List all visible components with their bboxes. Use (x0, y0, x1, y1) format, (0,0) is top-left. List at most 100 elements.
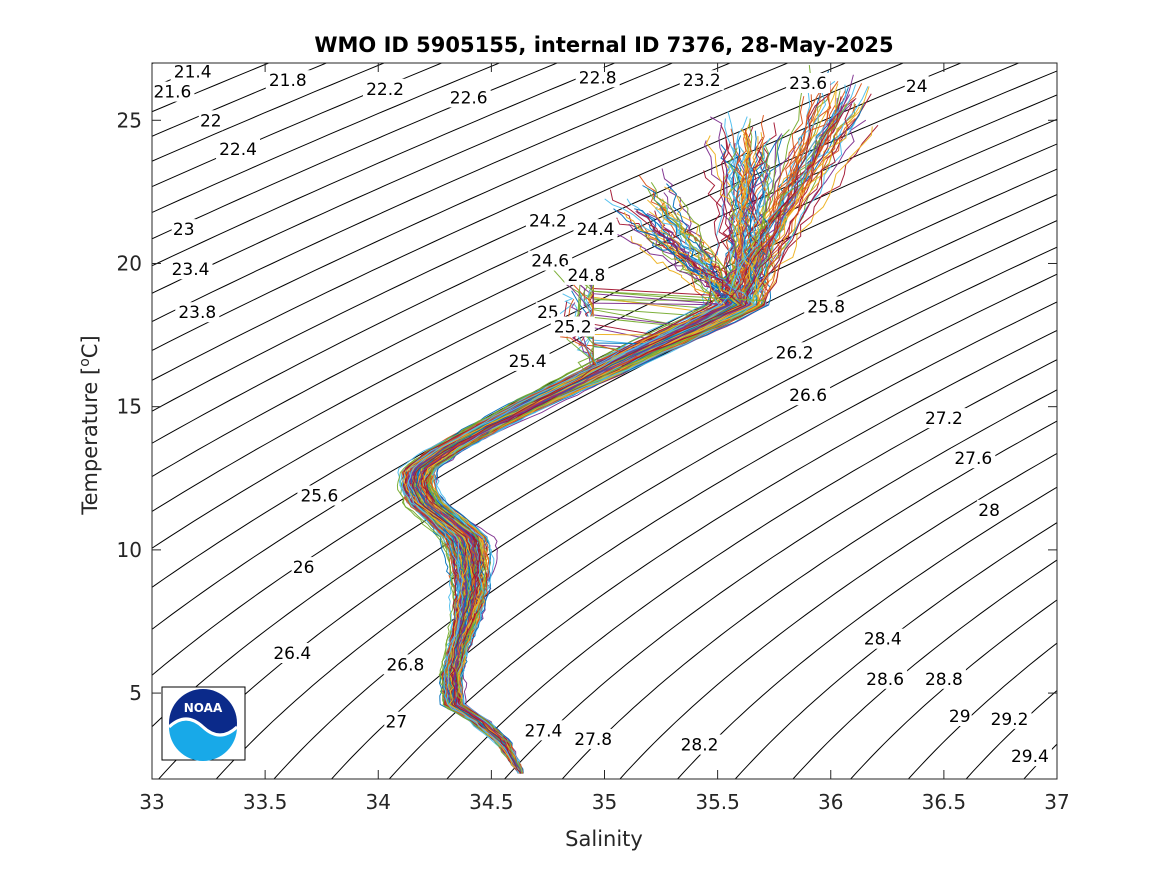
x-tick-label: 33 (139, 790, 164, 814)
isopycnal-line (446, 359, 1057, 779)
x-tick-label: 37 (1044, 790, 1069, 814)
isopycnal-line (907, 642, 1057, 779)
isopycnal-label: 28.4 (864, 630, 902, 650)
isopycnal-line (152, 63, 790, 352)
isopycnal-label: 23.6 (789, 74, 827, 94)
isopycnal-label: 26 (293, 558, 315, 578)
isopycnal-label-bg (571, 728, 616, 749)
isopycnal-label: 23 (173, 220, 195, 240)
isopycnal-label: 25.2 (554, 318, 592, 338)
x-tick-label: 35.5 (695, 790, 740, 814)
isopycnal-label-bg (550, 316, 595, 337)
isopycnal-line (152, 63, 732, 323)
isopycnal-line (676, 486, 1057, 779)
isopycnal-line (152, 63, 1020, 478)
x-tick-label: 35 (592, 790, 617, 814)
isopycnal-label: 27.6 (954, 449, 992, 469)
isopycnal-label-bg (786, 385, 831, 406)
isopycnal-line (965, 689, 1057, 779)
isopycnal-label-bg (786, 73, 831, 93)
isopycnal-label-bg (860, 628, 905, 649)
isopycnal-label: 29 (949, 707, 971, 727)
isopycnal-label-bg (383, 654, 428, 675)
x-axis-ticks: 33 33.5 34 34.5 35 35.5 36 36.5 37 (139, 63, 1070, 814)
isopycnal-label-bg (987, 708, 1032, 729)
isopycnal-label: 23.4 (172, 260, 210, 280)
logo-wave-crest (167, 717, 239, 737)
profile-line (424, 268, 674, 774)
noaa-logo-icon: NOAA (161, 686, 246, 761)
profile-line (420, 290, 603, 774)
isopycnal-line (503, 389, 1057, 779)
isopycnal-labels: 21.421.6 21.8 22 22.2 22.4 22.6 22.8 23 23.2 23.4… (150, 61, 1052, 767)
isopycnal-line (152, 63, 501, 214)
y-tick-label: 20 (117, 251, 142, 275)
profile-line (428, 268, 766, 774)
isopycnal-label: 22.6 (450, 88, 488, 108)
isopycnal-line (152, 70, 1057, 513)
isopycnal-label-bg (175, 302, 220, 323)
isopycnal-label: 29.2 (991, 710, 1029, 730)
profile-line (407, 84, 847, 774)
isopycnal-label: 23.2 (683, 71, 721, 91)
isopycnal-label: 29.4 (1011, 747, 1049, 767)
isopycnal-label-bg (216, 138, 260, 159)
isopycnal-line (152, 194, 1057, 728)
isopycnal-label-bg (904, 75, 929, 96)
isopycnal-label-bg (804, 296, 849, 317)
y-tick-label: 15 (117, 395, 142, 419)
isopycnal-label: 23.8 (178, 303, 216, 323)
isopycnal-label: 25.4 (509, 352, 547, 372)
plot-area (152, 63, 1057, 779)
isopycnal-line (215, 246, 1057, 779)
isopycnal-line (152, 168, 1057, 676)
isopycnal-line (152, 63, 847, 381)
isopycnal-label: 22 (200, 111, 222, 131)
isopycnal-label-bg (198, 110, 223, 131)
x-tick-label: 36 (818, 790, 843, 814)
isopycnal-label: 24.4 (577, 220, 615, 240)
isopycnal-label: 28.2 (681, 736, 719, 756)
isopycnal-line (619, 452, 1057, 779)
isopycnal-label-bg (505, 350, 550, 371)
profile-line (433, 151, 772, 774)
isopycnal-label-bg (363, 78, 407, 99)
isopycnal-label-bg (947, 706, 972, 726)
isopycnal-line (158, 220, 1057, 779)
isopycnal-line (330, 301, 1057, 779)
isopycnal-label-bg (384, 711, 409, 732)
isopycnal-label: 22.2 (366, 80, 404, 100)
isopycnal-label-bg (575, 67, 620, 88)
isopycnal-label-bg (977, 499, 1002, 520)
chart-title: WMO ID 5905155, internal ID 7376, 28-May… (314, 33, 893, 57)
profile-line (417, 227, 751, 774)
profile-line (403, 211, 726, 774)
x-tick-label: 36.5 (922, 790, 967, 814)
isopycnal-line (152, 63, 616, 267)
isopycnal-label-bg (446, 87, 491, 108)
isopycnal-label-bg (573, 219, 618, 240)
isopycnal-label: 21.6 (153, 83, 191, 103)
x-tick-label: 34 (366, 790, 391, 814)
isopycnal-label-bg (297, 485, 342, 506)
profile-line (412, 268, 733, 774)
profile-line (411, 209, 743, 774)
isopycnal-line (1023, 743, 1057, 779)
x-axis-label: Salinity (565, 827, 643, 851)
isopycnal-label-bg (863, 668, 908, 689)
isopycnal-label-bg (528, 250, 573, 271)
isopycnal-label: 26.6 (789, 386, 827, 406)
isopycnal-label: 25.6 (300, 487, 338, 507)
isopycnal-line (152, 63, 559, 240)
isopycnal-label-bg (168, 259, 213, 280)
isopycnal-line (152, 94, 1057, 549)
isopycnal-label: 22.8 (579, 68, 617, 88)
isopycnal-line (152, 63, 905, 412)
isopycnal-label-bg (951, 448, 996, 469)
y-tick-label: 25 (117, 108, 142, 132)
isopycnal-label-bg (921, 408, 966, 429)
y-tick-label: 10 (117, 538, 142, 562)
isopycnal-label-bg (677, 734, 722, 755)
isopycnal-label: 27.8 (574, 730, 612, 750)
